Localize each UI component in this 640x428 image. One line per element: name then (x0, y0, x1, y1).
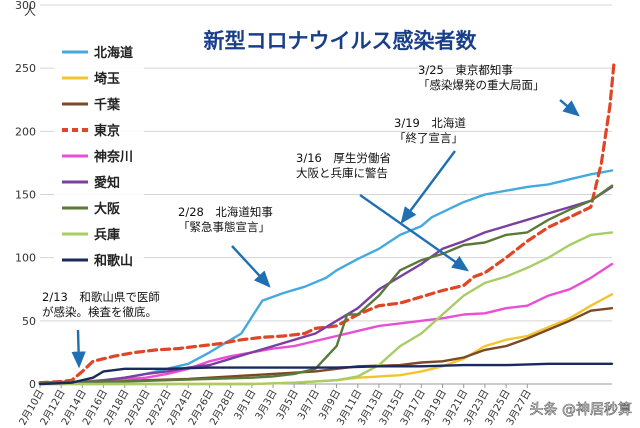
annotation-arrow (559, 99, 580, 117)
series-line-6 (38, 184, 614, 384)
y-tick-label: 150 (15, 189, 36, 202)
series-line-3 (38, 60, 616, 385)
series-line-0 (38, 169, 614, 384)
y-tick-label: 300 (15, 0, 36, 12)
legend-label: 大阪 (94, 201, 121, 217)
annotation-text: 「緊急事態宣言」 (178, 220, 270, 234)
annotation-text: が感染。検査を徹底。 (42, 305, 157, 319)
legend-label: 千葉 (94, 97, 121, 113)
annotation-text: 2/28 北海道知事 (178, 205, 273, 219)
watermark: 头条 @神居秒算 (530, 401, 632, 418)
series-line-8 (38, 362, 614, 386)
annotation-text: 2/13 和歌山県で医師 (42, 290, 160, 304)
annotation-arrow (400, 150, 456, 224)
y-tick-label: 100 (15, 252, 36, 265)
series-layer (38, 60, 616, 386)
annotation-text: 3/25 東京都知事 (418, 63, 513, 77)
annotation-arrow (231, 245, 271, 288)
legend-label: 埼玉 (94, 71, 120, 87)
legend-label: 東京 (94, 123, 120, 139)
y-tick-label: 50 (22, 315, 36, 328)
annotation-arrow (71, 329, 86, 369)
annotation-text: 「感染爆発の重大局面」 (418, 78, 545, 92)
legend-label: 北海道 (94, 45, 133, 61)
annotation-text: 大阪と兵庫に警告 (296, 166, 388, 180)
legend-label: 神奈川 (94, 149, 133, 165)
y-axis: 0 50 100 150 200 250 300 (15, 0, 36, 391)
series-line-4 (38, 262, 614, 384)
series-line-5 (38, 185, 614, 386)
y-unit-label: 人 (24, 4, 36, 18)
annotation-arrow (359, 194, 469, 272)
legend-label: 愛知 (94, 175, 120, 191)
annotation-text: 3/19 北海道 (394, 116, 466, 130)
y-tick-label: 0 (29, 378, 36, 391)
annotation-text: 「終了宣言」 (394, 131, 463, 145)
legend-label: 兵庫 (94, 227, 120, 243)
series-line-7 (38, 231, 614, 386)
annotation-text: 3/16 厚生労働省 (296, 151, 391, 165)
chart-title: 新型コロナウイルス感染者数 (204, 29, 478, 53)
y-tick-label: 250 (15, 62, 36, 75)
legend-label: 和歌山 (94, 253, 133, 269)
y-tick-label: 200 (15, 125, 36, 138)
